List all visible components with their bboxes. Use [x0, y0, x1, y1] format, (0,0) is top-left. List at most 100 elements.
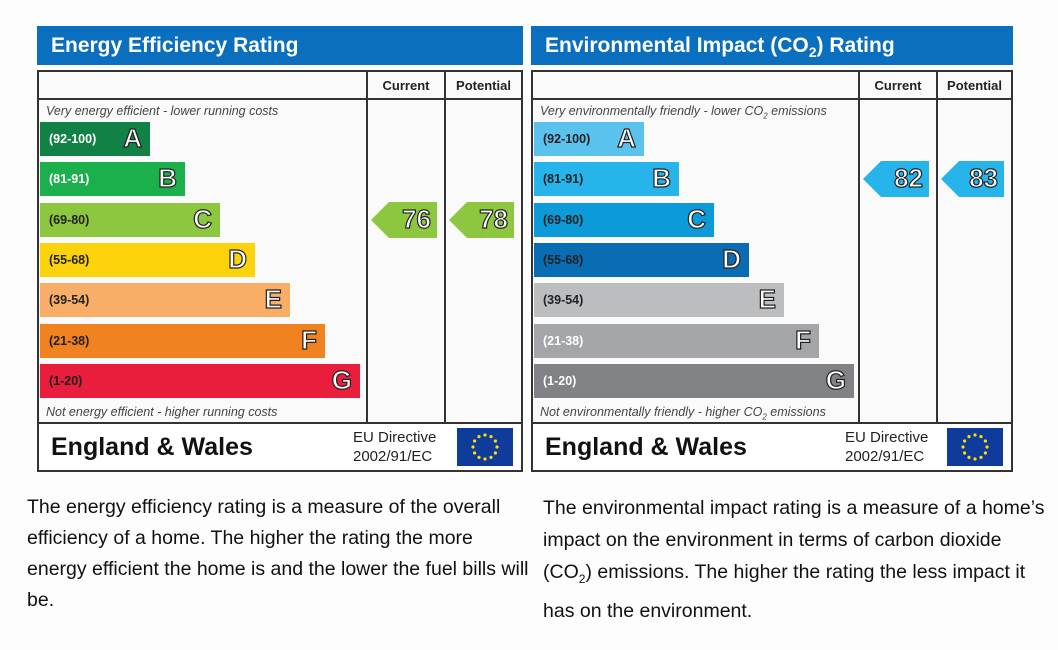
- band-letter: E: [264, 284, 283, 315]
- divider: [858, 72, 860, 470]
- eu-directive: EU Directive 2002/91/EC: [845, 428, 928, 466]
- band-range: (69-80): [543, 212, 584, 227]
- arrow-shape: [449, 201, 514, 238]
- column-current: Current: [382, 78, 430, 93]
- column-header-row: [39, 72, 521, 100]
- band-f: (21-38) F: [534, 323, 819, 358]
- note-end: emissions: [766, 405, 826, 419]
- arrow-shape: [371, 201, 437, 238]
- band-range: (92-100): [543, 132, 591, 146]
- band-letter: B: [158, 163, 178, 194]
- band-g: (1-20) G: [40, 363, 360, 398]
- band-letter: F: [795, 324, 812, 355]
- band-range: (69-80): [49, 212, 90, 227]
- current-rating-arrow: 82: [863, 161, 929, 198]
- energy-chart-frame: Current Potential Very energy efficient …: [37, 70, 523, 472]
- environmental-title: Environmental Impact (CO2) Rating: [531, 26, 1013, 65]
- band-range: (21-38): [49, 333, 90, 348]
- note-end: emissions: [767, 104, 827, 118]
- band-e: (39-54) E: [40, 283, 290, 318]
- potential-rating-arrow: 78: [449, 201, 514, 238]
- band-g: (1-20) G: [534, 363, 854, 398]
- bottom-note: Not environmentally friendly - higher CO…: [540, 405, 826, 422]
- divider: [936, 72, 938, 470]
- column-current: Current: [874, 78, 922, 93]
- title-subscript: 2: [808, 44, 817, 61]
- divider: [444, 72, 446, 470]
- column-header-row: [533, 72, 1011, 100]
- band-range: (81-91): [543, 172, 584, 187]
- chart-footer: England & Wales EU Directive 2002/91/EC: [39, 422, 521, 470]
- energy-title: Energy Efficiency Rating: [37, 26, 523, 65]
- arrow-shape: [941, 161, 1004, 198]
- band-letter: G: [331, 364, 352, 395]
- band-range: (1-20): [543, 373, 577, 388]
- top-note: Very energy efficient - lower running co…: [46, 104, 279, 118]
- note-sub: 2: [763, 111, 768, 121]
- note-text: Very environmentally friendly - lower CO: [540, 104, 764, 118]
- region-label: England & Wales: [545, 433, 747, 461]
- band-d: (55-68) D: [534, 242, 749, 277]
- environmental-impact-panel: Environmental Impact (CO2) Rating Curren…: [531, 26, 1013, 472]
- column-potential: Potential: [456, 78, 511, 93]
- band-letter: B: [652, 163, 672, 194]
- desc-text-end: ) emissions. The higher the rating the l…: [543, 561, 1026, 622]
- band-letter: C: [193, 203, 213, 234]
- band-letter: D: [722, 243, 742, 274]
- band-range: (39-54): [49, 293, 90, 308]
- band-f: (21-38) F: [40, 323, 325, 358]
- desc-sub: 2: [578, 571, 586, 586]
- column-potential: Potential: [947, 78, 1002, 93]
- eu-directive-line2: 2002/91/EC: [845, 448, 925, 465]
- arrow-shape: [863, 161, 929, 198]
- band-range: (92-100): [49, 132, 97, 146]
- band-range: (39-54): [543, 293, 584, 308]
- band-letter: G: [825, 364, 846, 395]
- environmental-chart-frame: Current Potential Very environmentally f…: [531, 70, 1013, 472]
- band-b: (81-91) B: [40, 162, 185, 197]
- title-text-end: ) Rating: [816, 34, 895, 57]
- band-e: (39-54) E: [534, 283, 784, 318]
- potential-rating-value: 83: [968, 163, 998, 194]
- note-text: Not environmentally friendly - higher CO: [540, 405, 763, 419]
- band-a: (92-100) A: [534, 122, 644, 156]
- title-text: Environmental Impact (CO: [545, 34, 809, 57]
- current-rating-value: 82: [893, 163, 923, 194]
- eu-directive-line1: EU Directive: [353, 429, 437, 446]
- eu-flag-icon: [947, 428, 1003, 466]
- eu-directive-line1: EU Directive: [845, 429, 929, 446]
- environmental-description: The environmental impact rating is a mea…: [543, 492, 1053, 627]
- band-d: (55-68) D: [40, 242, 255, 277]
- eu-flag-icon: [457, 428, 513, 466]
- band-c: (69-80) C: [40, 202, 220, 237]
- band-range: (55-68): [49, 252, 90, 267]
- divider: [366, 72, 368, 470]
- current-rating-arrow: 76: [371, 201, 437, 238]
- band-range: (21-38): [543, 333, 584, 348]
- potential-rating-value: 78: [478, 203, 508, 234]
- desc-text: The environmental impact rating is a mea…: [543, 497, 1045, 583]
- energy-description: The energy efficiency rating is a measur…: [27, 496, 529, 611]
- band-range: (55-68): [543, 252, 584, 267]
- band-b: (81-91) B: [534, 162, 679, 197]
- bottom-note: Not energy efficient - higher running co…: [46, 405, 278, 419]
- current-rating-value: 76: [401, 203, 431, 234]
- band-a: (92-100) A: [40, 122, 150, 156]
- chart-footer: England & Wales EU Directive 2002/91/EC: [533, 422, 1011, 470]
- band-letter: A: [123, 122, 143, 153]
- eu-directive: EU Directive 2002/91/EC: [353, 428, 436, 466]
- band-range: (1-20): [49, 373, 83, 388]
- band-letter: F: [301, 324, 318, 355]
- region-label: England & Wales: [51, 433, 253, 461]
- note-sub: 2: [762, 412, 767, 422]
- eu-directive-line2: 2002/91/EC: [353, 448, 433, 465]
- band-letter: D: [228, 243, 248, 274]
- potential-rating-arrow: 83: [941, 161, 1004, 198]
- top-note: Very environmentally friendly - lower CO…: [540, 104, 827, 121]
- band-c: (69-80) C: [534, 202, 714, 237]
- energy-efficiency-panel: Energy Efficiency Rating Current Potenti…: [37, 26, 523, 472]
- band-range: (81-91): [49, 172, 90, 187]
- band-letter: E: [758, 284, 777, 315]
- band-letter: C: [687, 203, 707, 234]
- band-letter: A: [617, 122, 637, 153]
